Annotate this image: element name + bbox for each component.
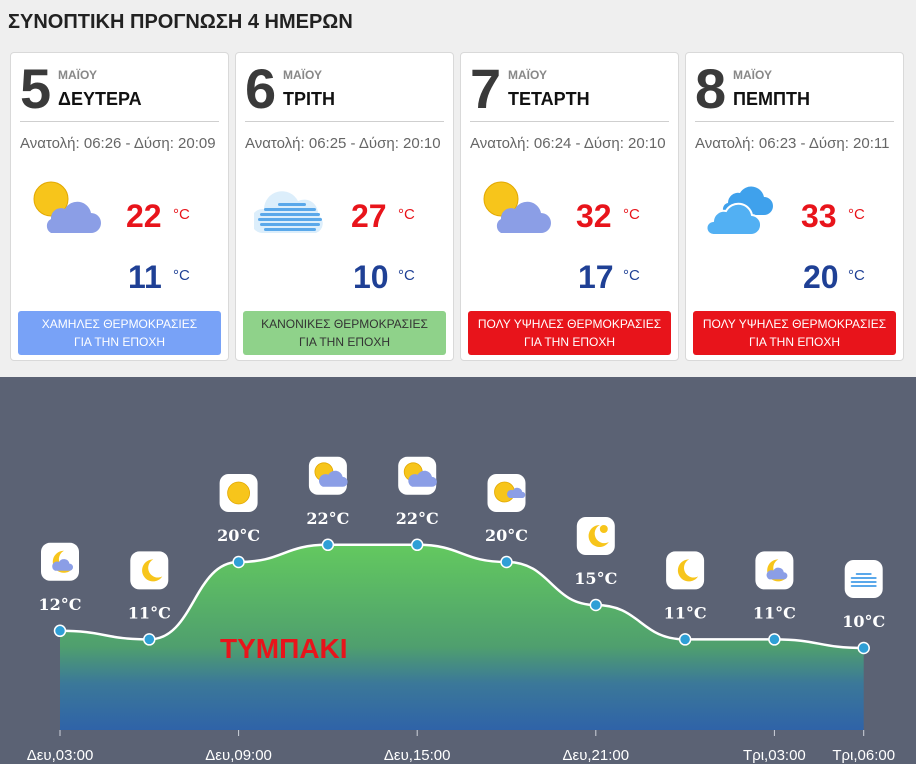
badge-line: ΓΙΑ ΤΗΝ ΕΠΟΧΗ	[73, 335, 166, 349]
divider	[20, 121, 219, 122]
temp-label: 11°C	[664, 603, 707, 622]
min-temp-unit: °C	[848, 267, 865, 284]
max-temp: 33	[801, 198, 837, 234]
weekday-label: ΤΕΤΑΡΤΗ	[508, 89, 590, 109]
temp-label: 20°C	[485, 526, 528, 545]
max-temp-unit: °C	[848, 206, 865, 223]
sun-small-cloud-icon	[487, 474, 526, 512]
temp-label: 10°C	[842, 612, 885, 631]
temp-label: 22°C	[396, 509, 439, 528]
data-point	[500, 555, 513, 569]
x-tick-label: Δευ,03:00	[27, 747, 94, 764]
data-point	[143, 633, 156, 646]
temperature-badge: ΧΑΜΗΛΕΣ ΘΕΡΜΟΚΡΑΣΙΕΣ ΓΙΑ ΤΗΝ ΕΠΟΧΗ	[18, 311, 221, 355]
day-card: 6 ΜΑΪΟΥ ΤΡΙΤΗ Ανατολή: 06:25 - Δύση: 20:…	[235, 52, 454, 361]
data-point	[410, 538, 424, 552]
month-label: ΜΑΪΟΥ	[58, 68, 97, 82]
data-point	[321, 538, 335, 552]
max-temp: 22	[126, 198, 162, 234]
sun-cloud-icon	[308, 456, 348, 495]
haze-cloud-icon	[844, 560, 883, 598]
weekday-label: ΠΕΜΠΤΗ	[733, 89, 810, 109]
data-point	[678, 633, 692, 646]
haze-cloud-icon	[250, 177, 326, 241]
temp-label: 11°C	[753, 603, 796, 622]
temperature-area-chart: Δευ,03:00 Δευ,09:00 Δευ,15:00 Δευ,21:00 Τρι,…	[27, 456, 895, 764]
moon-sun-icon	[576, 517, 615, 555]
x-tick-label: Τρι,03:00	[743, 747, 806, 764]
day-number: 5	[20, 57, 52, 120]
x-tick-label: Δευ,21:00	[562, 747, 629, 764]
moon-cloud-icon	[755, 551, 794, 590]
divider	[245, 121, 444, 122]
badge-line: ΠΟΛΥ ΥΨΗΛΕΣ ΘΕΡΜΟΚΡΑΣΙΕΣ	[477, 317, 662, 331]
min-temp: 17	[578, 259, 614, 295]
sunrise-sunset: Ανατολή: 06:25 - Δύση: 20:10	[245, 135, 441, 152]
data-point	[589, 598, 603, 612]
temp-label: 12°C	[39, 595, 82, 614]
max-temp-unit: °C	[623, 206, 640, 223]
min-temp: 20	[803, 259, 839, 295]
temperature-badge: ΠΟΛΥ ΥΨΗΛΕΣ ΘΕΡΜΟΚΡΑΣΙΕΣ ΓΙΑ ΤΗΝ ΕΠΟΧΗ	[468, 311, 671, 355]
day-number: 8	[695, 57, 727, 120]
month-label: ΜΑΪΟΥ	[283, 68, 322, 82]
temperature-badge: ΠΟΛΥ ΥΨΗΛΕΣ ΘΕΡΜΟΚΡΑΣΙΕΣ ΓΙΑ ΤΗΝ ΕΠΟΧΗ	[693, 311, 896, 355]
day-card: 8 ΜΑΪΟΥ ΠΕΜΠΤΗ Ανατολή: 06:23 - Δύση: 20…	[685, 52, 904, 361]
badge-line: ΓΙΑ ΤΗΝ ΕΠΟΧΗ	[298, 335, 391, 349]
weekday-label: ΔΕΥΤΕΡΑ	[58, 89, 142, 109]
data-point	[857, 641, 870, 655]
day-card: 7 ΜΑΪΟΥ ΤΕΤΑΡΤΗ Ανατολή: 06:24 - Δύση: 2…	[460, 52, 679, 361]
temperature-area	[60, 544, 864, 730]
temperature-badge: ΚΑΝΟΝΙΚΕΣ ΘΕΡΜΟΚΡΑΣΙΕΣ ΓΙΑ ΤΗΝ ΕΠΟΧΗ	[243, 311, 446, 355]
badge-line: ΓΙΑ ΤΗΝ ΕΠΟΧΗ	[523, 335, 616, 349]
sunrise-sunset: Ανατολή: 06:23 - Δύση: 20:11	[695, 135, 890, 152]
sun-cloud-icon	[398, 456, 437, 495]
hourly-chart: Δευ,03:00 Δευ,09:00 Δευ,15:00 Δευ,21:00 Τρι,…	[0, 377, 916, 764]
min-temp: 11	[128, 259, 162, 295]
moon-cloud-icon	[41, 542, 79, 581]
min-temp-unit: °C	[398, 267, 415, 284]
day-number: 6	[245, 57, 277, 120]
badge-line: ΧΑΜΗΛΕΣ ΘΕΡΜΟΚΡΑΣΙΕΣ	[41, 317, 198, 331]
max-temp: 32	[576, 198, 612, 234]
x-tick-label: Τρι,06:00	[832, 747, 895, 764]
data-point	[768, 633, 781, 646]
sun-icon	[219, 474, 258, 512]
moon-icon	[666, 551, 705, 590]
temp-label: 20°C	[217, 526, 260, 545]
location-label: ΤΥΜΠΑΚΙ	[220, 633, 348, 664]
data-point	[232, 555, 245, 569]
max-temp-unit: °C	[398, 206, 415, 223]
moon-icon	[130, 551, 169, 590]
month-label: ΜΑΪΟΥ	[733, 68, 772, 82]
weekday-label: ΤΡΙΤΗ	[283, 89, 335, 109]
x-tick-label: Δευ,15:00	[384, 747, 451, 764]
max-temp-unit: °C	[173, 206, 190, 223]
min-temp: 10	[353, 259, 389, 295]
sunrise-sunset: Ανατολή: 06:24 - Δύση: 20:10	[470, 135, 666, 152]
sunrise-sunset: Ανατολή: 06:26 - Δύση: 20:09	[20, 135, 216, 152]
temp-label: 11°C	[128, 603, 171, 622]
badge-line: ΚΑΝΟΝΙΚΕΣ ΘΕΡΜΟΚΡΑΣΙΕΣ	[261, 317, 428, 331]
temp-label: 15°C	[574, 569, 617, 588]
day-number: 7	[470, 57, 502, 120]
cloudy-icon	[704, 177, 776, 241]
temperature-line	[59, 543, 864, 650]
divider	[470, 121, 669, 122]
month-label: ΜΑΪΟΥ	[508, 68, 547, 82]
day-card: 5 ΜΑΪΟΥ ΔΕΥΤΕΡΑ Ανατολή: 06:26 - Δύση: 2…	[10, 52, 229, 361]
badge-line: ΠΟΛΥ ΥΨΗΛΕΣ ΘΕΡΜΟΚΡΑΣΙΕΣ	[702, 317, 887, 331]
min-temp-unit: °C	[623, 267, 640, 284]
forecast-panel: ΣΥΝΟΠΤΙΚΗ ΠΡΟΓΝΩΣΗ 4 ΗΜΕΡΩΝ 5 ΜΑΪΟΥ ΔΕΥΤ…	[0, 0, 916, 369]
temp-label: 22°C	[306, 509, 349, 528]
sun-cloud-icon	[479, 177, 551, 241]
page-title: ΣΥΝΟΠΤΙΚΗ ΠΡΟΓΝΩΣΗ 4 ΗΜΕΡΩΝ	[8, 11, 353, 33]
min-temp-unit: °C	[173, 267, 190, 284]
divider	[695, 121, 894, 122]
badge-line: ΓΙΑ ΤΗΝ ΕΠΟΧΗ	[748, 335, 841, 349]
x-tick-label: Δευ,09:00	[205, 747, 272, 764]
sun-cloud-icon	[29, 177, 101, 241]
max-temp: 27	[351, 198, 387, 234]
data-point	[53, 624, 67, 638]
